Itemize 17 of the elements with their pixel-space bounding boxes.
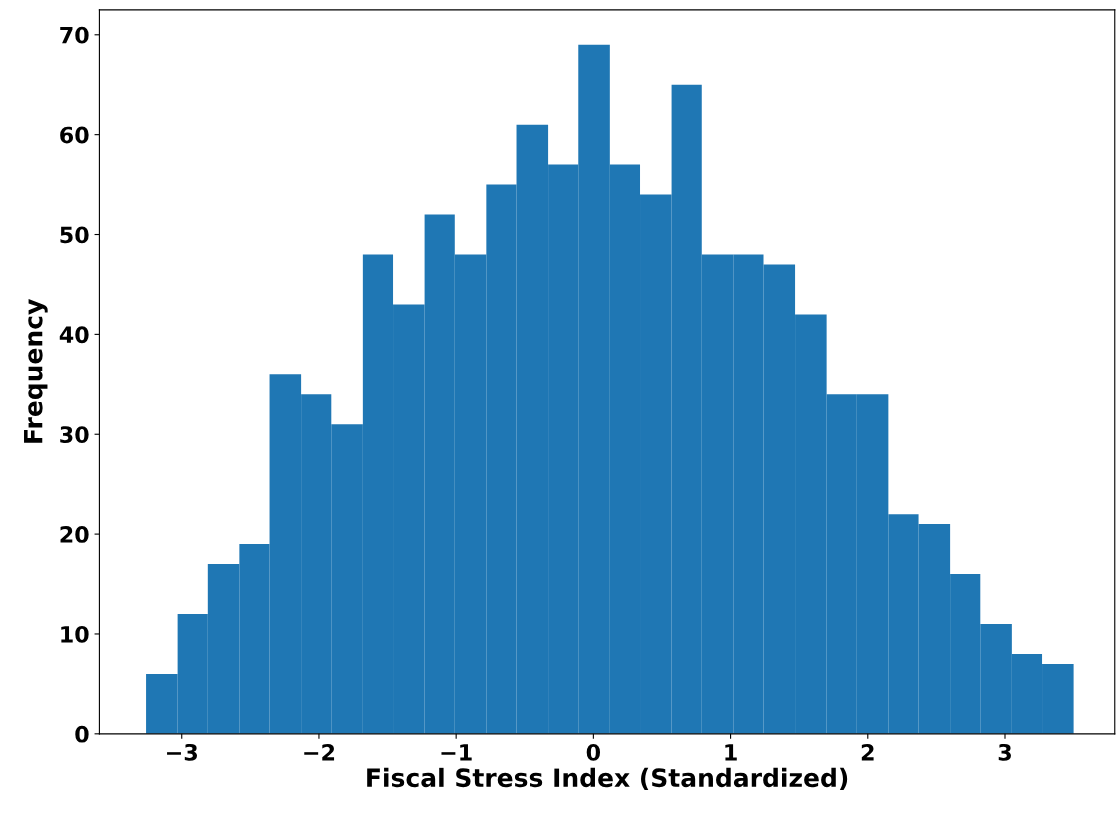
y-tick-label: 30 [60,426,89,443]
x-tick-label: 3 [998,743,1011,761]
x-tick-label: −2 [304,743,335,761]
y-axis-title: Frequency [24,299,48,443]
x-tick-label: −3 [167,743,198,761]
x-tick-label: 0 [586,743,601,761]
x-axis-title: Fiscal Stress Index (Standardized) [367,767,848,791]
y-tick-label: 60 [60,126,89,144]
y-tick-label: 10 [61,625,89,643]
x-tick-label: 1 [725,744,737,761]
x-tick-label: 2 [861,743,874,761]
y-tick-label: 40 [59,326,89,344]
y-tick-label: 0 [75,725,89,743]
y-tick-label: 50 [60,226,89,244]
y-tick-label: 70 [60,26,89,44]
x-tick-label: −1 [441,744,472,761]
y-tick-label: 20 [60,526,89,543]
